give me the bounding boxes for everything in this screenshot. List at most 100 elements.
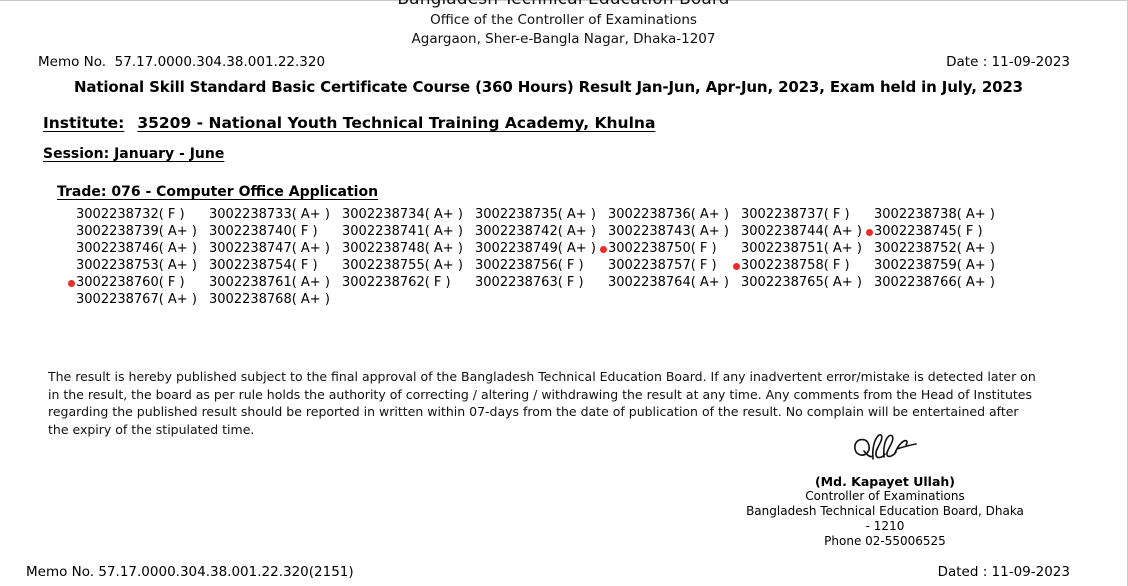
roll-number-cell[interactable]: 3002238752( A+ ) — [860, 240, 995, 257]
roll-number-cell[interactable]: 3002238743( A+ ) — [594, 223, 729, 240]
roll-cell-container: 3002238766( A+ ) — [860, 274, 995, 291]
roll-number-text: 3002238741( A+ ) — [342, 224, 463, 239]
red-dot-marker-icon — [733, 263, 740, 270]
roll-number-cell[interactable]: 3002238742( A+ ) — [461, 223, 596, 240]
roll-number-cell[interactable]: 3002238738( A+ ) — [860, 206, 995, 223]
roll-number-text: 3002238738( A+ ) — [874, 207, 995, 222]
roll-number-text: 3002238759( A+ ) — [874, 258, 995, 273]
signature-icon — [854, 434, 917, 460]
roll-number-text: 3002238739( A+ ) — [76, 224, 197, 239]
roll-number-cell[interactable]: 3002238751( A+ ) — [727, 240, 862, 257]
roll-number-text: 3002238754( F ) — [209, 258, 318, 273]
roll-cell-container: 3002238763( F ) — [461, 274, 594, 291]
roll-number-cell[interactable]: 3002238747( A+ ) — [195, 240, 330, 257]
roll-number-cell[interactable]: 3002238744( A+ ) — [727, 223, 862, 240]
roll-cell-container: 3002238746( A+ ) — [62, 240, 197, 257]
roll-number-cell[interactable]: 3002238754( F ) — [195, 257, 328, 274]
roll-number-cell[interactable]: 3002238757( F ) — [594, 257, 727, 274]
roll-number-text: 3002238764( A+ ) — [608, 275, 729, 290]
office-address: Agargaon, Sher-e-Bangla Nagar, Dhaka-120… — [411, 31, 716, 47]
signatory-name: (Md. Kapayet Ullah) — [814, 474, 956, 489]
roll-number-cell[interactable]: 3002238749( A+ ) — [461, 240, 596, 257]
roll-number-text: 3002238767( A+ ) — [76, 292, 197, 307]
roll-row: 3002238732( F ) 3002238733( A+ ) 300223873… — [62, 206, 995, 223]
roll-number-text: 3002238746( A+ ) — [76, 241, 197, 256]
roll-row: 3002238760( F ) 3002238761( A+ ) 300223876… — [62, 274, 995, 291]
roll-number-text: 3002238732( F ) — [76, 207, 185, 222]
roll-cell-container — [860, 291, 993, 308]
roll-cell-container: 3002238757( F ) — [594, 257, 727, 274]
roll-cell-container — [328, 291, 461, 308]
roll-number-text: 3002238735( A+ ) — [475, 207, 596, 222]
roll-number-cell[interactable]: 3002238765( A+ ) — [727, 274, 862, 291]
roll-number-cell[interactable]: 3002238741( A+ ) — [328, 223, 463, 240]
roll-number-cell[interactable]: 3002238763( F ) — [461, 274, 594, 291]
roll-number-cell[interactable]: 3002238761( A+ ) — [195, 274, 330, 291]
roll-cell-container: 3002238749( A+ ) — [461, 240, 596, 257]
roll-number-text: 3002238760( F ) — [76, 275, 185, 290]
roll-number-cell[interactable]: 3002238762( F ) — [328, 274, 461, 291]
session-line: Session: January - June — [43, 146, 225, 162]
signatory-phone: Phone 02-55006525 — [824, 534, 946, 548]
roll-cell-container: 3002238741( A+ ) — [328, 223, 463, 240]
red-dot-marker-icon — [68, 280, 75, 287]
roll-number-cell[interactable]: 3002238760( F ) — [62, 274, 195, 291]
signature-block: (Md. Kapayet Ullah) Controller of Examin… — [745, 425, 1025, 549]
roll-number-cell[interactable]: 3002238732( F ) — [62, 206, 195, 223]
institute-value: 35209 - National Youth Technical Trainin… — [137, 114, 656, 132]
roll-number-cell[interactable]: 3002238746( A+ ) — [62, 240, 197, 257]
footer-date: Dated : 11-09-2023 — [937, 564, 1070, 580]
roll-number-cell[interactable]: 3002238733( A+ ) — [195, 206, 330, 223]
memo-date: Date : 11-09-2023 — [946, 54, 1070, 70]
roll-number-text: 3002238749( A+ ) — [475, 241, 596, 256]
roll-cell-container: 3002238743( A+ ) — [594, 223, 729, 240]
roll-cell-container: 3002238760( F ) — [62, 274, 195, 291]
roll-cell-container: 3002238751( A+ ) — [727, 240, 862, 257]
roll-cell-container: 3002238765( A+ ) — [727, 274, 862, 291]
roll-cell-container: 3002238742( A+ ) — [461, 223, 596, 240]
roll-number-cell[interactable]: 3002238748( A+ ) — [328, 240, 463, 257]
roll-number-cell[interactable]: 3002238739( A+ ) — [62, 223, 197, 240]
roll-number-text: 3002238745( F ) — [874, 224, 983, 239]
roll-grid-body: 3002238732( F ) 3002238733( A+ ) 300223873… — [62, 206, 995, 308]
roll-number-cell[interactable]: 3002238745( F ) — [860, 223, 993, 240]
roll-cell-container — [727, 291, 860, 308]
roll-number-cell[interactable]: 3002238759( A+ ) — [860, 257, 995, 274]
roll-number-cell[interactable]: 3002238764( A+ ) — [594, 274, 729, 291]
roll-number-text: 3002238761( A+ ) — [209, 275, 330, 290]
roll-cell-container: 3002238756( F ) — [461, 257, 594, 274]
roll-number-cell[interactable]: 3002238753( A+ ) — [62, 257, 197, 274]
roll-number-cell[interactable]: 3002238735( A+ ) — [461, 206, 596, 223]
roll-number-cell[interactable]: 3002238766( A+ ) — [860, 274, 995, 291]
roll-number-grid: 3002238732( F ) 3002238733( A+ ) 300223873… — [62, 206, 995, 308]
roll-number-cell[interactable]: 3002238756( F ) — [461, 257, 594, 274]
roll-number-cell[interactable]: 3002238736( A+ ) — [594, 206, 729, 223]
signatory-organization: Bangladesh Technical Education Board, Dh… — [746, 504, 1024, 533]
roll-number-cell[interactable]: 3002238767( A+ ) — [62, 291, 197, 308]
roll-number-cell[interactable]: 3002238755( A+ ) — [328, 257, 463, 274]
roll-cell-container: 3002238750( F ) — [594, 240, 727, 257]
roll-cell-container: 3002238734( A+ ) — [328, 206, 463, 223]
roll-cell-container: 3002238744( A+ ) — [727, 223, 862, 240]
roll-number-text: 3002238734( A+ ) — [342, 207, 463, 222]
roll-number-cell[interactable]: 3002238768( A+ ) — [195, 291, 330, 308]
roll-number-cell[interactable]: 3002238734( A+ ) — [328, 206, 463, 223]
roll-number-cell[interactable]: 3002238758( F ) — [727, 257, 860, 274]
roll-number-text: 3002238763( F ) — [475, 275, 584, 290]
roll-number-cell[interactable]: 3002238750( F ) — [594, 240, 727, 257]
organization-title: Bangladesh Technical Education Board — [0, 0, 1127, 8]
roll-number-text: 3002238742( A+ ) — [475, 224, 596, 239]
roll-cell-container: 3002238747( A+ ) — [195, 240, 330, 257]
masthead: Bangladesh Technical Education Board Off… — [0, 0, 1127, 48]
roll-cell-container: 3002238758( F ) — [727, 257, 860, 274]
roll-cell-container: 3002238761( A+ ) — [195, 274, 330, 291]
roll-number-cell[interactable]: 3002238740( F ) — [195, 223, 328, 240]
roll-cell-container: 3002238764( A+ ) — [594, 274, 729, 291]
roll-cell-container — [594, 291, 727, 308]
disclaimer-text: The result is hereby published subject t… — [48, 369, 1036, 437]
roll-cell-container: 3002238752( A+ ) — [860, 240, 995, 257]
roll-cell-container: 3002238745( F ) — [860, 223, 993, 240]
roll-number-cell[interactable]: 3002238737( F ) — [727, 206, 860, 223]
roll-number-text: 3002238758( F ) — [741, 258, 850, 273]
